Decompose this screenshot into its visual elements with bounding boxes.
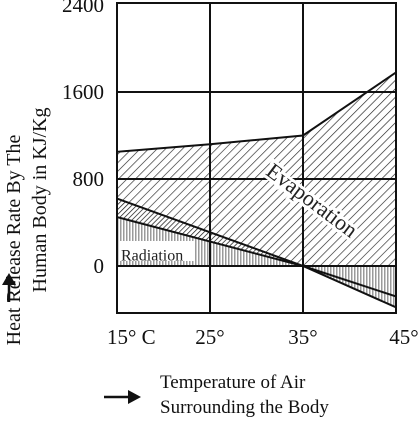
y-axis-label-line2: Human Body in KJ/Kg [29, 108, 51, 293]
x-axis-label-line1: Temperature of Air [160, 372, 306, 393]
x-axis-label-line2: Surrounding the Body [160, 397, 329, 418]
x-axis-arrow [104, 390, 141, 404]
y-tick-label: 1600 [62, 80, 104, 104]
x-tick-label: 15° C [107, 325, 156, 349]
y-tick-label: 800 [73, 167, 105, 191]
x-tick-label: 25° [195, 325, 224, 349]
plot-frame [116, 2, 397, 314]
annotation-radiation-bg [119, 240, 195, 261]
x-tick-label: 35° [288, 325, 317, 349]
annotation-radiation: Radiation [121, 248, 183, 265]
y-tick-label: 0 [94, 254, 105, 278]
regions-layer [117, 72, 396, 308]
tick-labels-layer: 0 800 1600 2400 15° C 25° 35° 45° [62, 0, 419, 349]
y-axis-label-line1: Heat Release Rate By The [3, 135, 25, 346]
x-tick-label: 45° [389, 325, 418, 349]
y-axis-label: Heat Release Rate By The Human Body in K… [3, 108, 51, 346]
grid-layer [116, 2, 397, 314]
region-evaporation [117, 72, 396, 297]
y-tick-label: 2400 [62, 0, 104, 17]
y-axis-arrow [2, 273, 16, 302]
boundary-line-1 [116, 71, 397, 153]
